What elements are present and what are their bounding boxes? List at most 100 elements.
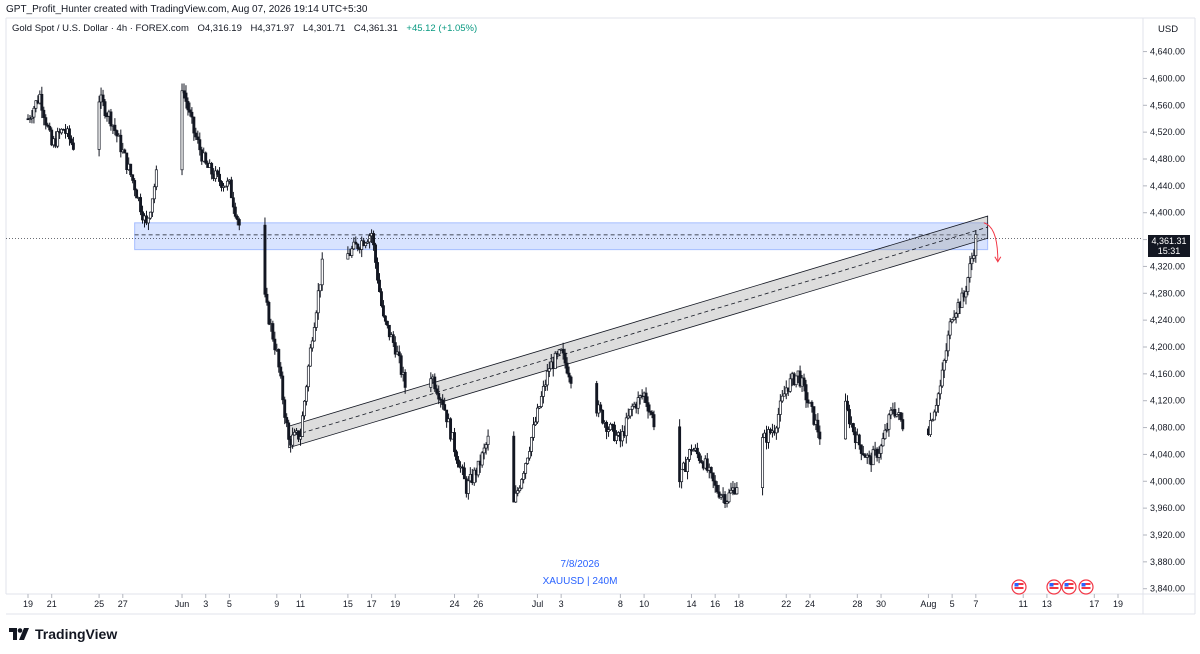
x-tick-label: 16	[710, 599, 720, 609]
candle-up	[352, 241, 356, 250]
candle-up	[154, 169, 158, 188]
candle-down	[453, 432, 456, 453]
candle-down	[717, 491, 721, 498]
candle-up	[543, 384, 547, 387]
candle-up	[350, 248, 354, 256]
candle-up	[524, 463, 528, 474]
candle-down	[267, 302, 271, 325]
last-price-tag: 4,361.31 15:31	[1148, 235, 1190, 257]
candle-down	[101, 94, 105, 102]
candle-down	[646, 402, 650, 412]
candle-down	[381, 305, 385, 317]
candle-down	[383, 315, 387, 322]
candle-up	[942, 360, 946, 371]
candle-up	[28, 118, 32, 120]
candle-down	[816, 419, 820, 433]
candle-down	[460, 466, 464, 469]
candle-down	[652, 414, 656, 428]
candle-down	[48, 125, 52, 131]
candle-up	[528, 451, 532, 459]
x-tick-label: 19	[23, 599, 33, 609]
y-tick-label: 4,240.00	[1150, 315, 1185, 325]
candle-down	[705, 458, 709, 471]
us-event-flag-icon	[1046, 579, 1062, 595]
candle-up	[302, 400, 306, 417]
y-tick-label: 4,120.00	[1150, 396, 1185, 406]
candle-down	[695, 447, 699, 455]
candle-up	[557, 349, 561, 355]
x-tick-label: 17	[367, 599, 377, 609]
candle-down	[565, 362, 569, 374]
symbol-info: Gold Spot / U.S. Dollar · 4h · FOREX.com…	[12, 23, 483, 34]
candle-up	[688, 449, 691, 460]
candle-up	[889, 409, 893, 416]
candle-down	[697, 453, 701, 461]
candle-up	[624, 417, 628, 437]
candle-up	[934, 404, 938, 413]
candle-down	[709, 466, 713, 474]
candle-down	[263, 224, 267, 295]
y-tick-label: 4,520.00	[1150, 127, 1185, 137]
candle-up	[877, 453, 881, 458]
watermark-symbol: XAUUSD | 240M	[542, 576, 618, 587]
candle-up	[291, 434, 295, 446]
candle-up	[180, 90, 184, 171]
candle-up	[761, 437, 765, 488]
candle-up	[729, 489, 733, 494]
candle-up	[530, 437, 533, 452]
candle-up	[968, 263, 972, 278]
candle-up	[607, 429, 610, 432]
candle-down	[397, 351, 401, 357]
candle-down	[563, 352, 567, 364]
candle-down	[378, 279, 381, 292]
candle-down	[196, 136, 200, 140]
candle-up	[609, 423, 612, 431]
flag-stripe	[1049, 587, 1059, 589]
candle-up	[306, 365, 310, 388]
candle-down	[433, 376, 437, 390]
candle-down	[387, 324, 391, 338]
candle-down	[279, 366, 283, 377]
x-tick-label: 17	[1089, 599, 1099, 609]
candle-up	[301, 415, 304, 437]
last-price-value: 4,361.31	[1151, 236, 1187, 246]
y-tick-label: 4,480.00	[1150, 154, 1185, 164]
symbol-name[interactable]: Gold Spot / U.S. Dollar · 4h · FOREX.com	[12, 23, 189, 34]
candle-up	[304, 386, 308, 402]
tradingview-logo[interactable]: TradingView	[9, 626, 117, 642]
x-tick-label: 24	[805, 599, 815, 609]
candle-down	[354, 241, 358, 245]
ohlc-high: H4,371.97	[250, 23, 295, 34]
x-tick-label: 3	[203, 599, 208, 609]
ohlc-change: +45.12 (+1.05%)	[406, 23, 478, 34]
candle-down	[182, 90, 186, 94]
candle-down	[287, 422, 291, 440]
flag-stripe	[1064, 583, 1074, 585]
x-tick-label: 26	[473, 599, 483, 609]
candle-up	[725, 501, 729, 505]
candle-down	[115, 130, 119, 137]
x-tick-label: 13	[1042, 599, 1052, 609]
x-tick-label: 19	[390, 599, 400, 609]
candle-down	[265, 293, 269, 303]
candle-down	[802, 377, 806, 385]
candle-up	[895, 414, 899, 417]
rising-channel-midline	[288, 226, 988, 438]
flag-canton	[1081, 583, 1086, 587]
candle-down	[125, 152, 129, 171]
candle-down	[867, 454, 871, 457]
candle-up	[547, 368, 551, 372]
candle-down	[613, 424, 616, 441]
y-tick-label: 3,840.00	[1150, 584, 1185, 594]
candle-up	[150, 198, 154, 213]
candle-down	[46, 124, 50, 127]
currency-label[interactable]: USD	[1158, 24, 1179, 35]
candle-down	[123, 149, 127, 154]
x-tick-label: Jul	[532, 599, 544, 609]
candle-down	[50, 129, 54, 146]
candle-down	[139, 197, 143, 213]
flag-stripe	[1064, 587, 1074, 589]
candle-down	[449, 418, 453, 440]
candle-down	[435, 388, 439, 394]
